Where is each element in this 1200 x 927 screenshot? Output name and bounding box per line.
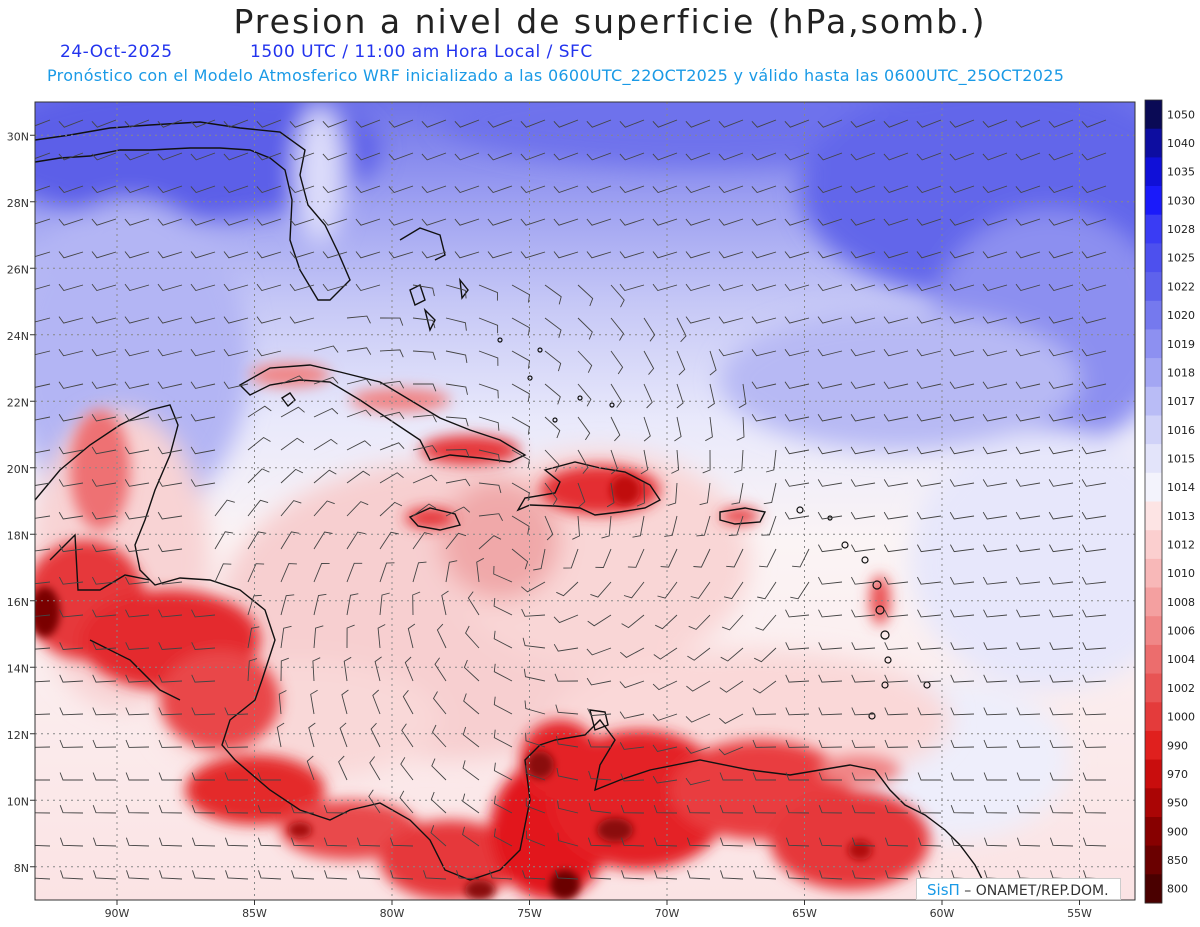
colorbar-label: 950: [1167, 797, 1188, 810]
colorbar-label: 1020: [1167, 309, 1195, 322]
coastlines: [35, 121, 1001, 900]
colorbar-swatch: [1145, 730, 1162, 761]
lat-label: 22N: [7, 396, 29, 409]
credit-label: SisΠ – ONAMET/REP.DOM.: [916, 878, 1121, 900]
lat-label: 26N: [7, 263, 29, 276]
colorbar-label: 1006: [1167, 625, 1195, 638]
map-title: Presion a nivel de superficie (hPa,somb.…: [233, 2, 987, 41]
colorbar-swatch: [1145, 214, 1162, 244]
colorbar-swatch: [1145, 243, 1162, 273]
colorbar-swatch: [1145, 817, 1162, 847]
lat-label: 24N: [7, 330, 29, 343]
colorbar-label: 1028: [1167, 223, 1195, 236]
colorbar-label: 1010: [1167, 567, 1195, 580]
colorbar-swatch: [1145, 444, 1162, 474]
colorbar-label: 1002: [1167, 682, 1195, 695]
map-field: [35, 102, 1135, 900]
colorbar-swatch: [1145, 644, 1162, 675]
colorbar-label: 1012: [1167, 539, 1195, 552]
colorbar-swatch: [1145, 616, 1162, 646]
colorbar-label: 1040: [1167, 137, 1195, 150]
colorbar-label: 850: [1167, 854, 1188, 867]
forecast-date: 24-Oct-2025: [60, 42, 173, 62]
forecast-description: Pronóstico con el Modelo Atmosferico WRF…: [47, 66, 1065, 85]
colorbar-label: 800: [1167, 883, 1188, 896]
colorbar-swatch: [1145, 472, 1162, 502]
lat-label: 18N: [7, 529, 29, 542]
colorbar-swatch: [1145, 788, 1162, 818]
lon-label: 80W: [380, 907, 405, 920]
lat-label: 12N: [7, 729, 29, 742]
colorbar-swatch: [1145, 386, 1162, 416]
colorbar-swatch: [1145, 759, 1162, 789]
colorbar: 1050 1040 1035 1030 1028 1025 1022 1020 1019 1018…: [1144, 99, 1195, 904]
lon-label: 70W: [655, 907, 680, 920]
lat-label: 10N: [7, 795, 29, 808]
lat-label: 20N: [7, 463, 29, 476]
lon-label: 65W: [792, 907, 817, 920]
colorbar-swatch: [1145, 358, 1162, 388]
colorbar-label: 1016: [1167, 424, 1195, 437]
colorbar-label: 1015: [1167, 453, 1195, 466]
colorbar-label: 1017: [1167, 395, 1195, 408]
graticule: [35, 102, 1135, 900]
lon-label: 60W: [930, 907, 955, 920]
wind-barbs: [35, 119, 1107, 880]
map-frame: [34, 101, 1136, 901]
colorbar-label: 1022: [1167, 280, 1195, 293]
colorbar-label: 1030: [1167, 194, 1195, 207]
colorbar-swatch: [1145, 501, 1162, 531]
lat-label: 14N: [7, 662, 29, 675]
colorbar-label: 1004: [1167, 653, 1195, 666]
longitude-labels: 90W 85W 80W 75W 70W 65W 60W 55W: [105, 900, 1092, 920]
colorbar-label: 1013: [1167, 510, 1195, 523]
colorbar-swatch: [1145, 128, 1162, 158]
lon-label: 55W: [1067, 907, 1092, 920]
colorbar-label: 1000: [1167, 711, 1195, 724]
colorbar-swatch: [1145, 673, 1162, 703]
colorbar-swatch: [1145, 415, 1162, 445]
colorbar-swatch: [1145, 587, 1162, 617]
colorbar-swatch: [1145, 329, 1162, 359]
colorbar-label: 1018: [1167, 366, 1195, 379]
lat-label: 8N: [14, 862, 29, 875]
colorbar-swatch: [1145, 702, 1162, 732]
colorbar-label: 1019: [1167, 338, 1195, 351]
colorbar-label: 970: [1167, 768, 1188, 781]
lon-label: 90W: [105, 907, 130, 920]
colorbar-swatch: [1145, 845, 1162, 875]
colorbar-swatch: [1145, 100, 1162, 130]
lon-label: 75W: [517, 907, 542, 920]
colorbar-label: 1008: [1167, 596, 1195, 609]
colorbar-swatch: [1145, 558, 1162, 589]
colorbar-swatch: [1145, 186, 1162, 216]
colorbar-label: 990: [1167, 739, 1188, 752]
colorbar-label: 1050: [1167, 108, 1195, 121]
lat-label: 16N: [7, 596, 29, 609]
colorbar-swatch: [1145, 272, 1162, 302]
forecast-time: 1500 UTC / 11:00 am Hora Local / SFC: [250, 42, 593, 62]
colorbar-label: 1025: [1167, 252, 1195, 265]
lon-label: 85W: [242, 907, 267, 920]
colorbar-label: 1014: [1167, 481, 1195, 494]
colorbar-swatch: [1145, 157, 1162, 187]
colorbar-swatch: [1145, 874, 1162, 904]
colorbar-label: 900: [1167, 825, 1188, 838]
lat-label: 28N: [7, 197, 29, 210]
latitude-labels: 30N 28N 26N 24N 22N 20N 18N 16N 14N 12N 10N 8N: [7, 130, 35, 875]
colorbar-swatch: [1145, 530, 1162, 560]
colorbar-label: 1035: [1167, 166, 1195, 179]
lat-label: 30N: [7, 130, 29, 143]
colorbar-swatch: [1145, 300, 1162, 330]
